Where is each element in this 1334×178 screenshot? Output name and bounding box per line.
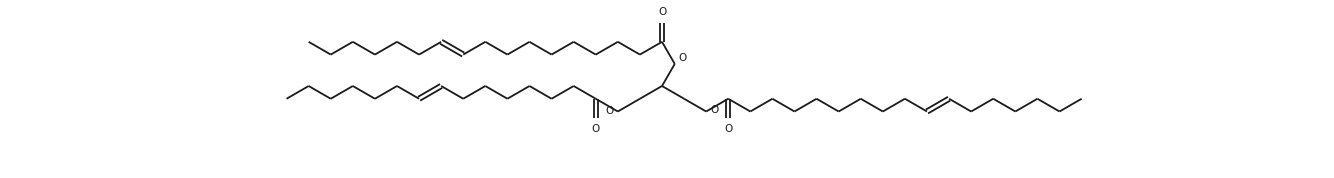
Text: O: O bbox=[710, 106, 719, 116]
Text: O: O bbox=[679, 53, 687, 63]
Text: O: O bbox=[606, 106, 614, 116]
Text: O: O bbox=[658, 7, 666, 17]
Text: O: O bbox=[591, 124, 600, 134]
Text: O: O bbox=[724, 124, 732, 134]
